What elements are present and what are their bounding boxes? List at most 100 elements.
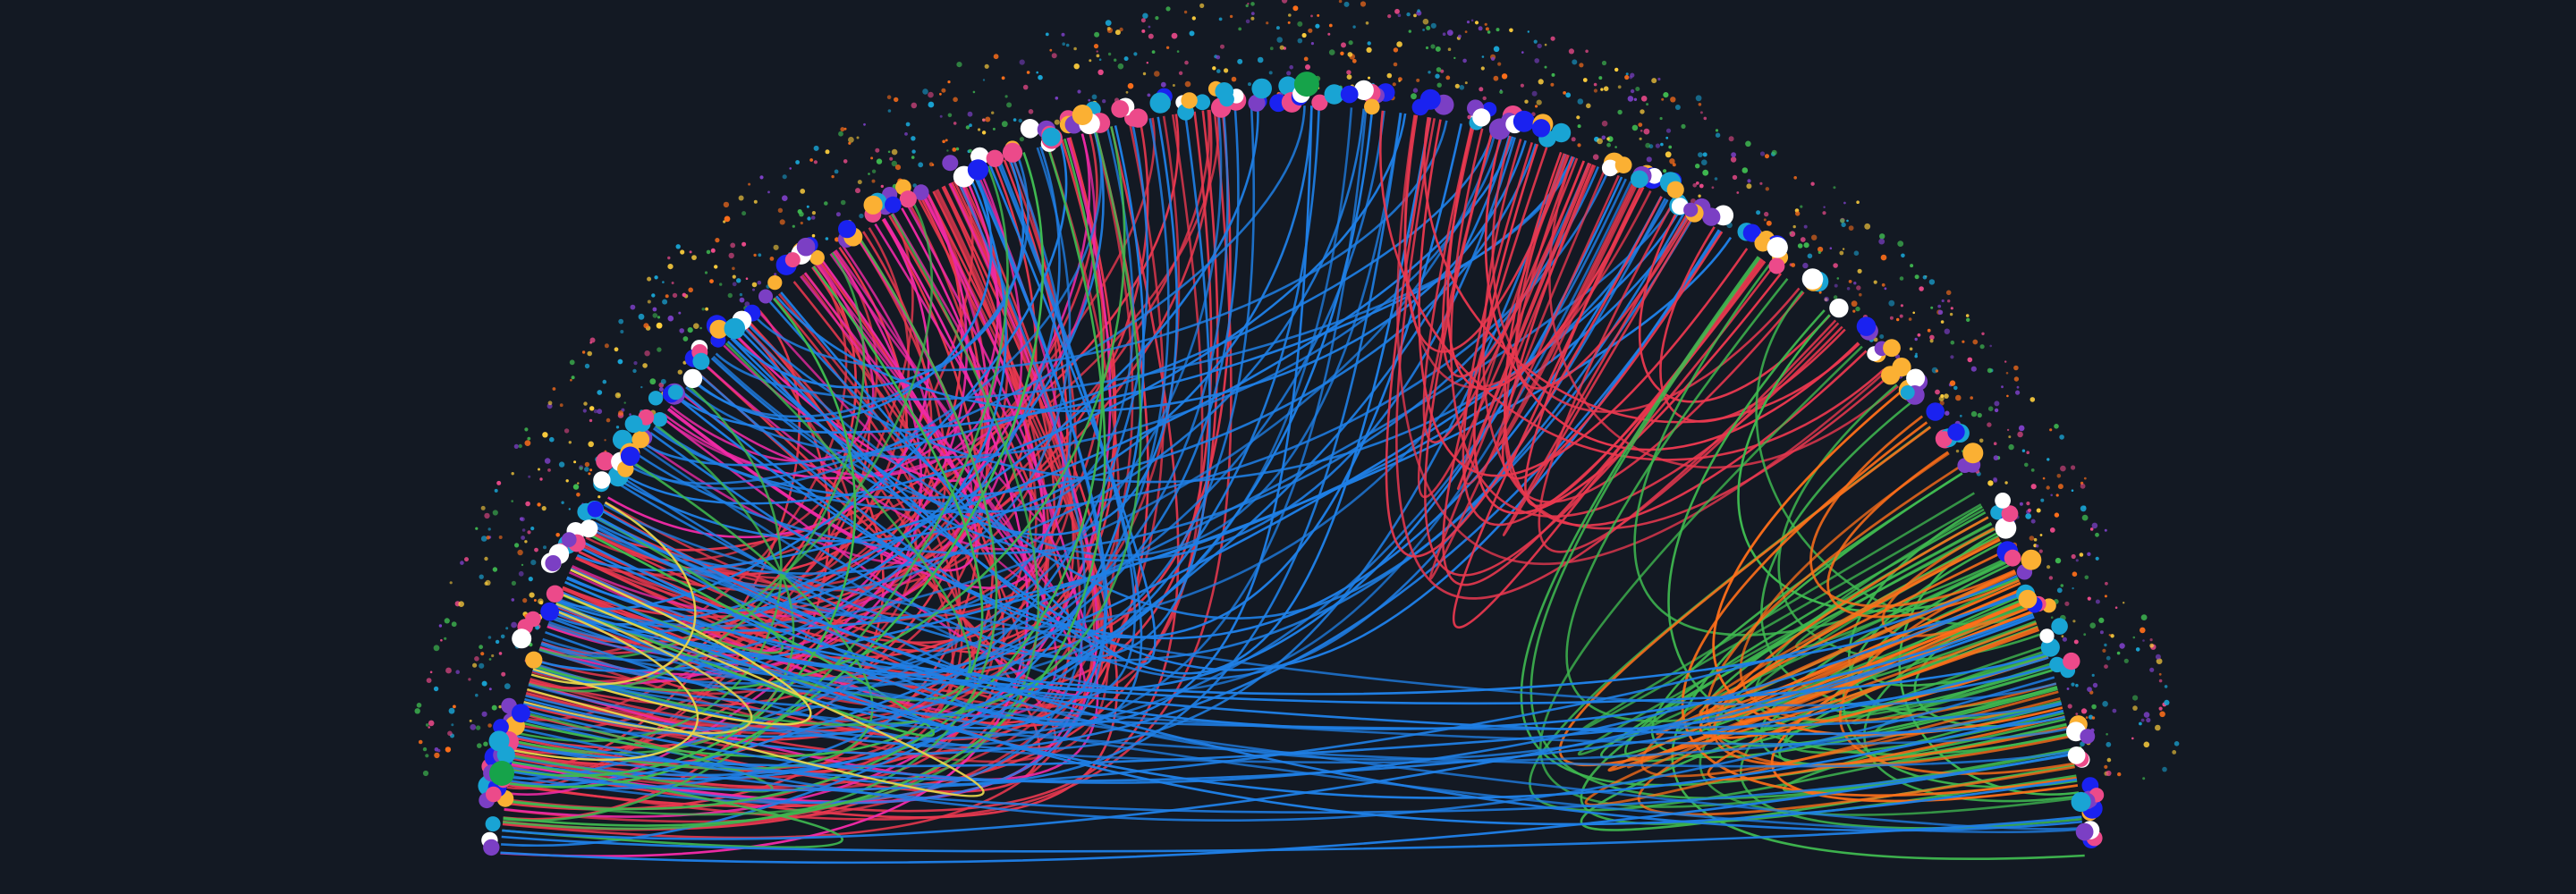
speckle-dot bbox=[2079, 552, 2084, 557]
link-curve bbox=[530, 502, 697, 686]
speckle-dot bbox=[1855, 306, 1860, 312]
speckle-dot bbox=[1392, 82, 1396, 87]
speckle-dot bbox=[584, 461, 590, 468]
ring-node bbox=[1768, 257, 1785, 274]
speckle-dot bbox=[1663, 92, 1669, 98]
speckle-dot bbox=[2080, 483, 2086, 489]
speckle-dot bbox=[1953, 385, 1958, 391]
speckle-dot bbox=[1089, 59, 1092, 63]
link-curve bbox=[1502, 210, 1695, 536]
speckle-dot bbox=[1435, 46, 1441, 52]
speckle-dot bbox=[496, 480, 502, 485]
speckle-dot bbox=[1810, 181, 1815, 186]
speckle-dot bbox=[2080, 741, 2085, 746]
speckle-dot bbox=[2081, 514, 2089, 521]
ring-node bbox=[2021, 549, 2042, 570]
speckle-dot bbox=[1480, 66, 1485, 71]
speckle-dot bbox=[1454, 83, 1460, 89]
ring-node bbox=[709, 319, 729, 339]
speckle-dot bbox=[1348, 40, 1353, 46]
ring-node bbox=[624, 415, 643, 434]
ring-node bbox=[593, 471, 611, 489]
speckle-dot bbox=[588, 441, 594, 448]
speckle-dot bbox=[644, 350, 650, 357]
speckle-dot bbox=[2049, 527, 2055, 533]
speckle-dot bbox=[1520, 83, 1524, 88]
speckle-dot bbox=[1856, 200, 1860, 204]
speckle-dot bbox=[728, 252, 734, 259]
speckle-dot bbox=[1853, 282, 1857, 285]
speckle-dot bbox=[985, 116, 991, 122]
ring-node bbox=[561, 532, 577, 547]
speckle-dot bbox=[488, 658, 492, 661]
speckle-dot bbox=[1901, 253, 1905, 258]
ring-node bbox=[511, 704, 530, 723]
ring-node bbox=[724, 317, 746, 340]
link-curve bbox=[618, 105, 1313, 543]
speckle-dot bbox=[1617, 85, 1622, 89]
speckle-dot bbox=[1646, 103, 1649, 106]
speckle-dot bbox=[939, 114, 943, 118]
speckle-dot bbox=[1536, 99, 1542, 105]
link-curve bbox=[521, 590, 2025, 784]
speckle-dot bbox=[880, 184, 884, 189]
speckle-dot bbox=[2056, 587, 2063, 594]
ring-node bbox=[986, 149, 1004, 167]
speckle-dot bbox=[577, 482, 580, 485]
speckle-dot bbox=[1818, 246, 1824, 253]
speckle-dot bbox=[1199, 3, 1205, 8]
speckle-dot bbox=[1310, 14, 1313, 18]
speckle-dot bbox=[1614, 146, 1617, 148]
speckle-dot bbox=[1631, 124, 1639, 131]
link-curve bbox=[532, 569, 812, 726]
speckle-dot bbox=[529, 592, 535, 598]
speckle-dot bbox=[643, 323, 649, 329]
ring-node bbox=[1041, 127, 1061, 147]
speckle-dot bbox=[1938, 396, 1945, 401]
ring-node bbox=[1906, 368, 1926, 388]
speckle-dot bbox=[1462, 58, 1467, 63]
link-curve bbox=[627, 105, 1306, 485]
speckle-dot bbox=[487, 636, 492, 639]
speckle-dot bbox=[1879, 233, 1885, 240]
speckle-dot bbox=[1993, 442, 1997, 446]
speckle-dot bbox=[657, 316, 661, 319]
speckle-dot bbox=[479, 662, 485, 669]
link-curve bbox=[1667, 309, 2070, 756]
speckle-dot bbox=[422, 746, 428, 752]
speckle-dot bbox=[1531, 90, 1538, 97]
speckle-dot bbox=[680, 249, 685, 255]
speckle-dot bbox=[2155, 724, 2161, 731]
speckle-dot bbox=[486, 536, 490, 540]
link-curve bbox=[1514, 153, 1692, 390]
speckle-dot bbox=[1601, 120, 1608, 127]
speckle-dot bbox=[530, 560, 537, 566]
speckle-dot bbox=[564, 428, 570, 434]
speckle-dot bbox=[782, 174, 787, 180]
speckle-dot bbox=[894, 97, 899, 103]
speckle-dot bbox=[464, 557, 469, 562]
speckle-dot bbox=[632, 368, 637, 374]
speckle-dot bbox=[978, 128, 981, 131]
speckle-dot bbox=[2029, 397, 2036, 402]
speckle-dot bbox=[782, 195, 788, 201]
speckle-dot bbox=[1289, 64, 1293, 70]
speckle-dot bbox=[1715, 129, 1719, 132]
speckle-dot bbox=[1176, 50, 1180, 53]
speckle-dot bbox=[831, 174, 835, 179]
ring-node bbox=[2051, 618, 2068, 635]
speckle-dot bbox=[579, 466, 583, 470]
speckle-dot bbox=[1366, 46, 1372, 54]
speckle-dot bbox=[1435, 73, 1440, 79]
speckle-dot bbox=[2106, 741, 2112, 747]
link-curve bbox=[525, 118, 1170, 732]
speckle-dot bbox=[2164, 685, 2168, 688]
speckle-dot bbox=[1841, 222, 1846, 228]
link-curve bbox=[681, 123, 1462, 639]
link-curve bbox=[510, 204, 1083, 804]
ring-node bbox=[1531, 119, 1551, 138]
ring-node bbox=[784, 252, 801, 268]
speckle-dot bbox=[863, 122, 866, 126]
link-curve bbox=[1898, 532, 2080, 796]
speckle-dot bbox=[1848, 280, 1852, 283]
